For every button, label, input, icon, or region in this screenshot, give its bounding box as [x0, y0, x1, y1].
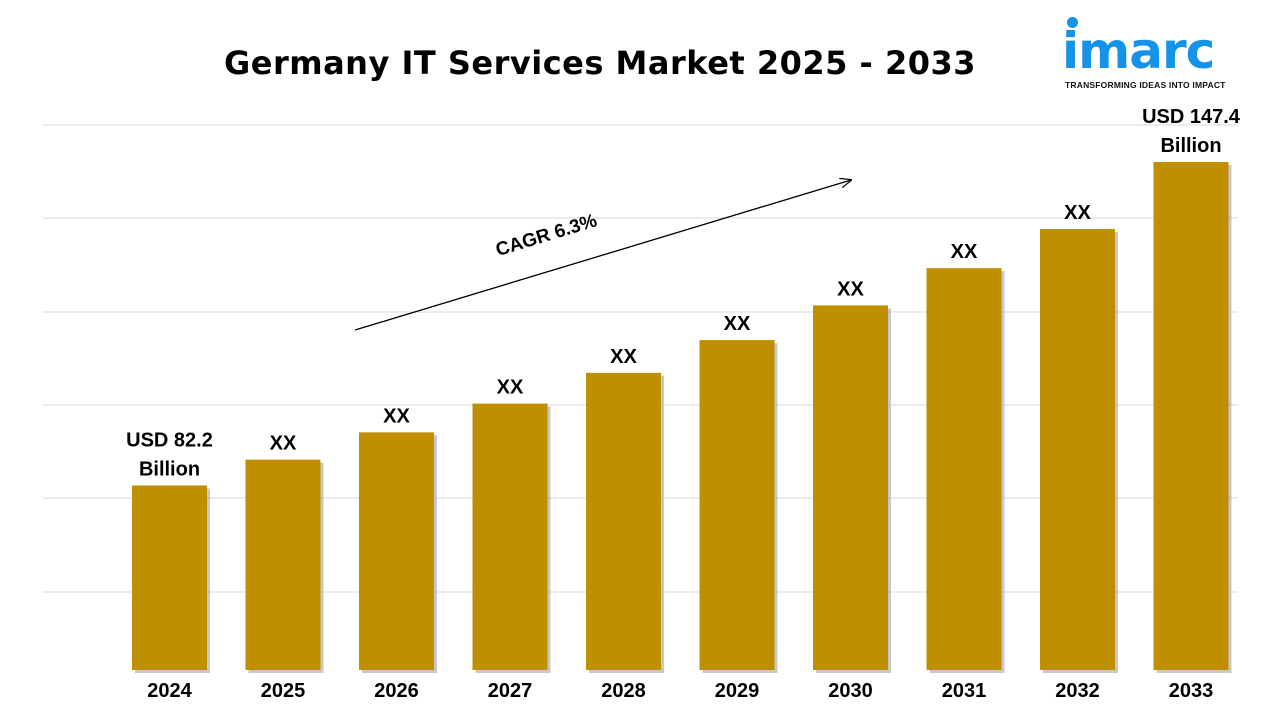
chart-title: Germany IT Services Market 2025 - 2033 — [223, 44, 977, 82]
value-label-2025: XX — [270, 433, 297, 455]
value-label-2032: XX — [1064, 202, 1091, 224]
x-tick-label: 2030 — [828, 680, 873, 702]
bar-2033 — [1153, 162, 1229, 670]
value-label-2031: XX — [951, 241, 978, 263]
bars — [132, 162, 1232, 673]
value-label-2027: XX — [497, 377, 524, 399]
imarc-logo: imarc TRANSFORMING IDEAS INTO IMPACT — [1062, 12, 1247, 92]
logo-dot-icon — [1067, 17, 1078, 28]
value-label-2026: XX — [383, 405, 410, 427]
x-tick-label: 2024 — [147, 680, 192, 702]
bar-2029 — [699, 340, 775, 670]
x-tick-label: 2026 — [374, 680, 419, 702]
x-tick-label: 2025 — [261, 680, 306, 702]
bar-2025 — [245, 459, 321, 670]
value-label-2030: XX — [837, 278, 864, 300]
bar-2030 — [813, 305, 888, 670]
value-label-2024: USD 82.2 — [126, 429, 213, 451]
value-label-2024: Billion — [139, 458, 200, 480]
logo-tagline: TRANSFORMING IDEAS INTO IMPACT — [1065, 80, 1226, 90]
x-tick-label: 2029 — [715, 680, 760, 702]
value-label-2029: XX — [724, 313, 751, 335]
bar-2028 — [586, 372, 661, 670]
cagr-arrow — [354, 180, 851, 331]
bar-2024 — [132, 485, 207, 670]
x-tick-label: 2033 — [1169, 680, 1214, 702]
x-tick-label: 2028 — [601, 680, 646, 702]
bar-2027 — [472, 403, 548, 670]
value-label-2028: XX — [610, 346, 637, 368]
value-label-2033: Billion — [1160, 135, 1221, 157]
value-labels: USD 82.2 Billion XX XX XX XX XX XX XX XX USD 147.4… — [126, 106, 1241, 480]
bar-2026 — [359, 432, 434, 670]
logo-wordmark: imarc — [1062, 22, 1215, 80]
value-label-2033: USD 147.4 — [1142, 106, 1241, 128]
x-tick-label: 2032 — [1055, 680, 1100, 702]
x-tick-label: 2031 — [942, 680, 987, 702]
bar-2032 — [1040, 228, 1115, 670]
x-tick-label: 2027 — [488, 680, 533, 702]
bar-2031 — [926, 268, 1002, 670]
x-axis-labels: 2024 2025 2026 2027 2028 2029 2030 2031 2032 2033 — [147, 680, 1213, 702]
